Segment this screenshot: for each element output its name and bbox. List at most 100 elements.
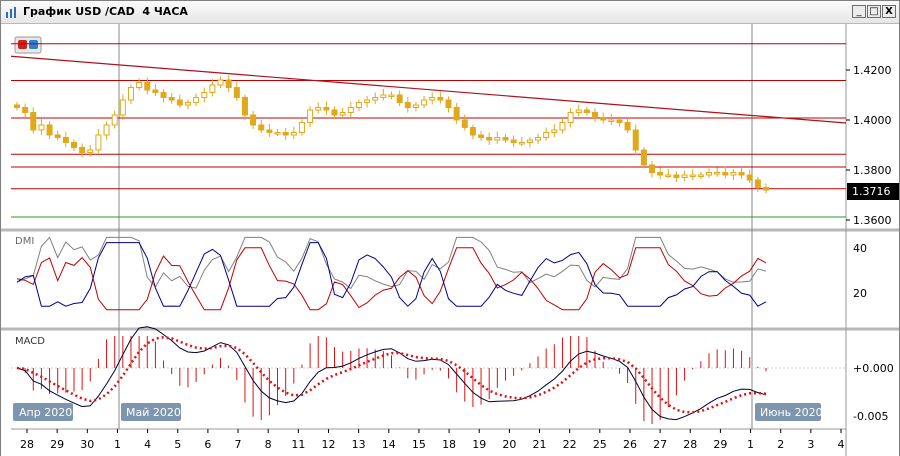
candle-body [87, 149, 94, 153]
candle-body [632, 129, 639, 151]
candle-body [575, 109, 582, 113]
candle-body [665, 174, 672, 177]
candle-body [282, 132, 289, 136]
candle-body [266, 129, 273, 133]
candle-body [160, 92, 167, 98]
candle-body [754, 179, 761, 188]
candle-body [315, 107, 322, 111]
candle-body [274, 132, 281, 135]
candle-body [526, 139, 533, 143]
candle-body [722, 172, 729, 176]
time-tick-label: 30 [80, 438, 94, 451]
candle-body [486, 137, 493, 141]
candle-body [152, 89, 159, 93]
red-toggle-icon[interactable] [18, 40, 27, 49]
time-tick-label: 28 [683, 438, 697, 451]
candle-body [730, 172, 737, 176]
chart-canvas[interactable]: 1.4200 1.4000 1.3800 1.3600 1.3716 DMI 40 2… [1, 24, 899, 456]
month-label-apr: Апр 2020 [13, 403, 73, 421]
last-price-label: 1.3716 [852, 185, 891, 198]
time-tick-label: 13 [352, 438, 366, 451]
candle-body [241, 97, 248, 116]
price-tick-label: 1.4200 [853, 64, 892, 77]
candle-body [176, 99, 183, 106]
candle-body [95, 134, 102, 151]
macd-label: MACD [15, 336, 45, 347]
close-button[interactable]: X [882, 5, 896, 18]
chart-app-icon [6, 7, 16, 18]
candle-body [421, 99, 428, 106]
candle-body [372, 97, 379, 101]
candlesticks [14, 75, 769, 194]
trend-line [10, 55, 847, 124]
candle-body [535, 137, 542, 141]
indicator-toggle-buttons[interactable] [14, 36, 42, 54]
candle-body [54, 134, 61, 138]
macd-line [16, 326, 767, 421]
candle-body [657, 172, 664, 176]
candle-body [258, 124, 265, 131]
svg-text:Май 2020: Май 2020 [126, 406, 181, 419]
minimize-button[interactable]: _ [852, 5, 866, 18]
candle-body [290, 132, 297, 136]
price-tick-label: 1.3600 [853, 214, 892, 227]
time-tick-label: 11 [291, 438, 305, 451]
time-tick-label: 6 [204, 438, 211, 451]
candle-body [600, 117, 607, 121]
candle-body [339, 112, 346, 116]
candle-body [404, 102, 411, 108]
candle-body [640, 149, 647, 166]
time-tick-label: 29 [713, 438, 727, 451]
macd-indicator [11, 326, 846, 424]
candle-body [46, 124, 53, 136]
candle-body [738, 172, 745, 176]
time-axis: 28 29 30 1 4 5 6 7 8 11 12 13 14 15 18 19 20 21 22 25 26 27 28… [20, 429, 845, 451]
candle-body [70, 142, 77, 148]
svg-text:Июнь 2020: Июнь 2020 [760, 406, 823, 419]
candle-body [673, 174, 680, 178]
candle-body [355, 102, 362, 108]
time-tick-label: 22 [563, 438, 577, 451]
time-tick-label: 15 [412, 438, 426, 451]
candle-body [567, 112, 574, 123]
candle-body [445, 99, 452, 108]
candle-body [225, 79, 232, 88]
dmi-label: DMI [15, 236, 34, 247]
candle-body [396, 94, 403, 103]
candle-body [38, 124, 45, 131]
blue-toggle-icon[interactable] [29, 40, 38, 49]
candle-body [209, 84, 216, 93]
candle-body [518, 142, 525, 145]
candle-body [608, 119, 615, 122]
time-tick-label: 2 [777, 438, 784, 451]
candle-body [323, 107, 330, 111]
dmi-plus-line [16, 242, 767, 307]
candle-body [583, 109, 590, 113]
candle-body [616, 119, 623, 123]
candle-body [62, 137, 69, 143]
time-tick-label: 1 [114, 438, 121, 451]
candle-body [14, 104, 20, 108]
dmi-tick-20: 20 [853, 287, 867, 300]
candle-body [144, 82, 151, 91]
candle-body [461, 119, 468, 128]
candle-body [201, 92, 208, 98]
time-tick-label: 29 [50, 438, 64, 451]
time-tick-label: 3 [807, 438, 814, 451]
time-tick-label: 8 [265, 438, 272, 451]
title-bar: График USD /CAD 4 ЧАСА _ □ X [1, 1, 899, 24]
candle-body [127, 87, 134, 101]
candle-body [689, 174, 696, 177]
candle-body [714, 172, 721, 175]
maximize-button[interactable]: □ [867, 5, 881, 18]
price-tick-label: 1.4000 [853, 114, 892, 127]
time-tick-label: 4 [838, 438, 845, 451]
candle-body [478, 134, 485, 138]
time-tick-label: 12 [321, 438, 335, 451]
candle-body [494, 137, 501, 141]
time-tick-label: 5 [174, 438, 181, 451]
last-price-marker: 1.3716 [847, 183, 899, 200]
candle-body [217, 79, 224, 86]
candle-body [364, 99, 371, 103]
